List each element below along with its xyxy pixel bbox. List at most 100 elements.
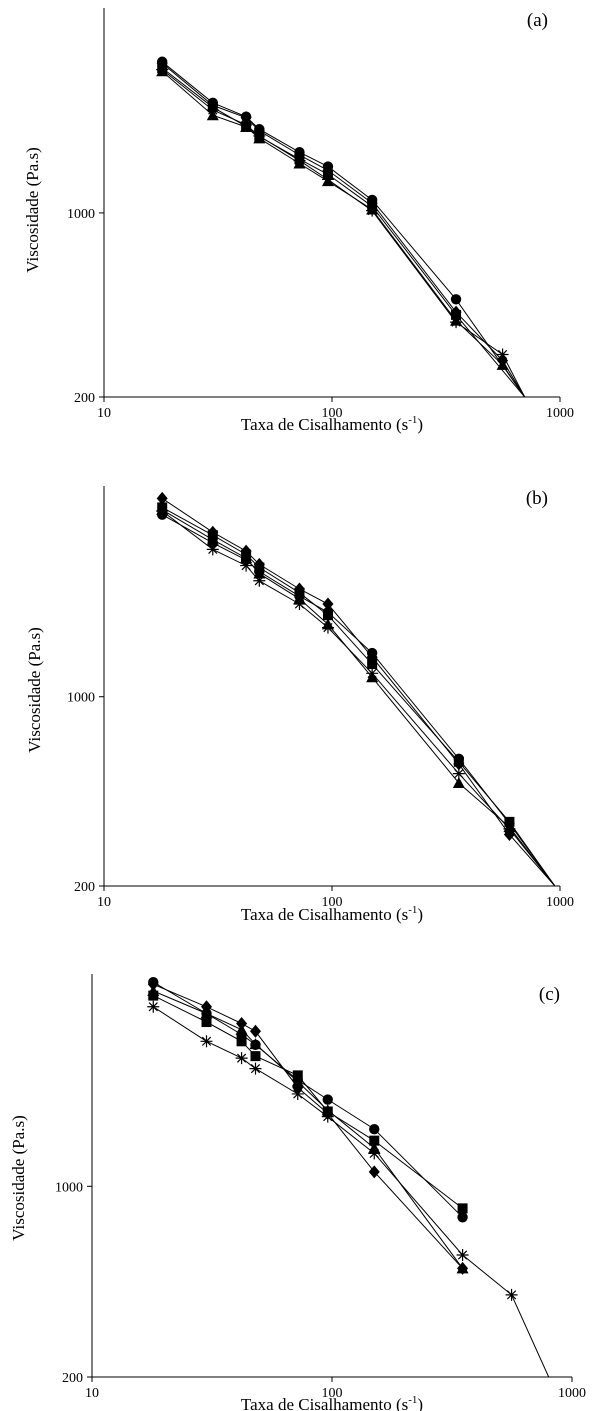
data-point-circle xyxy=(450,294,462,305)
x-tick-label: 10 xyxy=(85,1386,99,1401)
x-tick-label: 100 xyxy=(322,1386,343,1401)
data-point-square xyxy=(236,1036,247,1047)
series-markers-asterisk xyxy=(156,505,516,835)
data-point-asterisk xyxy=(505,1288,518,1301)
data-point-diamond xyxy=(147,977,159,991)
series-markers-diamond xyxy=(147,977,469,1275)
series-line-asterisk xyxy=(161,69,526,397)
plot-area xyxy=(156,491,556,886)
data-point-square xyxy=(201,1017,212,1028)
data-point-triangle xyxy=(147,984,160,996)
x-tick-label: 1000 xyxy=(546,895,574,910)
series-markers-circle xyxy=(157,509,515,829)
data-point-asterisk xyxy=(235,1052,248,1065)
data-point-triangle xyxy=(321,1104,334,1116)
data-point-square xyxy=(457,1203,468,1214)
data-point-asterisk xyxy=(147,1000,160,1013)
series-line-diamond xyxy=(161,497,556,886)
series-line-asterisk xyxy=(153,1006,550,1377)
data-point-triangle xyxy=(240,552,253,564)
data-point-asterisk xyxy=(366,204,379,217)
x-tick-label: 100 xyxy=(322,406,343,421)
y-axis-label: Viscosidade (Pa.s) xyxy=(25,627,44,753)
data-point-asterisk xyxy=(206,543,219,556)
x-tick-label: 1000 xyxy=(546,406,574,421)
data-point-asterisk xyxy=(253,129,266,142)
plot-area xyxy=(156,56,526,397)
y-tick-label: 200 xyxy=(74,391,95,406)
data-point-asterisk xyxy=(321,621,334,634)
data-point-asterisk xyxy=(503,822,516,835)
x-tick-label: 1000 xyxy=(558,1386,586,1401)
plot-area xyxy=(147,976,550,1377)
data-point-asterisk xyxy=(293,154,306,167)
data-point-square xyxy=(292,1070,303,1081)
series-markers-asterisk xyxy=(156,63,509,361)
data-point-square xyxy=(367,659,378,670)
x-tick-label: 10 xyxy=(97,406,111,421)
panel-label: (c) xyxy=(539,984,560,1005)
data-point-triangle xyxy=(206,533,219,545)
y-tick-label: 200 xyxy=(62,1371,83,1386)
data-point-asterisk xyxy=(240,559,253,572)
chart-panel-2: 10 100 1000 200 1000 Taxa de Cisalhamento (s-… xyxy=(9,974,586,1411)
data-point-asterisk xyxy=(293,597,306,610)
data-point-circle xyxy=(457,1212,468,1223)
data-point-asterisk xyxy=(450,316,463,329)
data-point-asterisk xyxy=(496,348,509,361)
series-markers-triangle xyxy=(147,984,469,1274)
data-point-asterisk xyxy=(321,173,334,186)
data-point-triangle xyxy=(452,777,465,789)
data-point-diamond xyxy=(156,491,168,505)
data-point-asterisk xyxy=(206,103,219,116)
data-point-asterisk xyxy=(291,1087,304,1100)
data-point-diamond xyxy=(322,597,334,611)
data-point-asterisk xyxy=(200,1035,213,1048)
data-point-diamond xyxy=(249,1024,261,1038)
chart-panel-1: 10 100 1000 200 1000 Taxa de Cisalhamento (s-… xyxy=(25,486,574,924)
y-tick-label: 1000 xyxy=(67,207,95,222)
data-point-asterisk xyxy=(253,574,266,587)
data-point-circle xyxy=(322,1094,333,1105)
x-axis-label: Taxa de Cisalhamento (s-1) xyxy=(241,904,423,924)
series-markers-circle xyxy=(148,976,468,1223)
x-axis-label: Taxa de Cisalhamento (s-1) xyxy=(241,1394,423,1411)
data-point-triangle xyxy=(249,1038,262,1050)
x-axis-label: Taxa de Cisalhamento (s-1) xyxy=(241,414,423,434)
y-axis-label: Viscosidade (Pa.s) xyxy=(9,1115,28,1241)
chart-panel-0: 10 100 1000 200 1000 Taxa de Cisalhamento (s-… xyxy=(23,8,574,434)
data-point-triangle xyxy=(456,1262,469,1274)
data-point-triangle xyxy=(235,1023,248,1035)
data-point-asterisk xyxy=(156,63,169,76)
y-axis-label: Viscosidade (Pa.s) xyxy=(23,147,42,273)
data-point-asterisk xyxy=(321,1110,334,1123)
data-point-asterisk xyxy=(249,1062,262,1075)
series-line-asterisk xyxy=(161,510,556,886)
data-point-triangle xyxy=(253,567,266,579)
series-line-square xyxy=(153,995,463,1209)
data-point-asterisk xyxy=(156,505,169,518)
data-point-triangle xyxy=(496,358,509,370)
data-point-asterisk xyxy=(456,1249,469,1261)
data-point-square xyxy=(453,756,464,767)
data-point-triangle xyxy=(200,1007,213,1019)
data-point-square xyxy=(322,610,333,621)
y-tick-label: 1000 xyxy=(55,1180,83,1195)
data-point-circle xyxy=(369,1123,380,1135)
data-point-asterisk xyxy=(368,1147,381,1160)
data-point-triangle xyxy=(291,1075,304,1087)
panel-label: (b) xyxy=(526,488,548,509)
data-point-diamond xyxy=(236,1017,248,1031)
data-point-diamond xyxy=(368,1165,380,1179)
series-line-square xyxy=(161,506,556,886)
data-point-asterisk xyxy=(452,767,465,780)
y-tick-label: 200 xyxy=(74,880,95,895)
series-line-circle xyxy=(161,514,556,886)
data-point-diamond xyxy=(201,1000,213,1014)
series-line-diamond xyxy=(161,62,526,397)
data-point-square xyxy=(250,1051,261,1062)
y-tick-label: 1000 xyxy=(67,691,95,706)
data-point-square xyxy=(254,562,265,573)
series-markers-triangle xyxy=(156,503,516,833)
